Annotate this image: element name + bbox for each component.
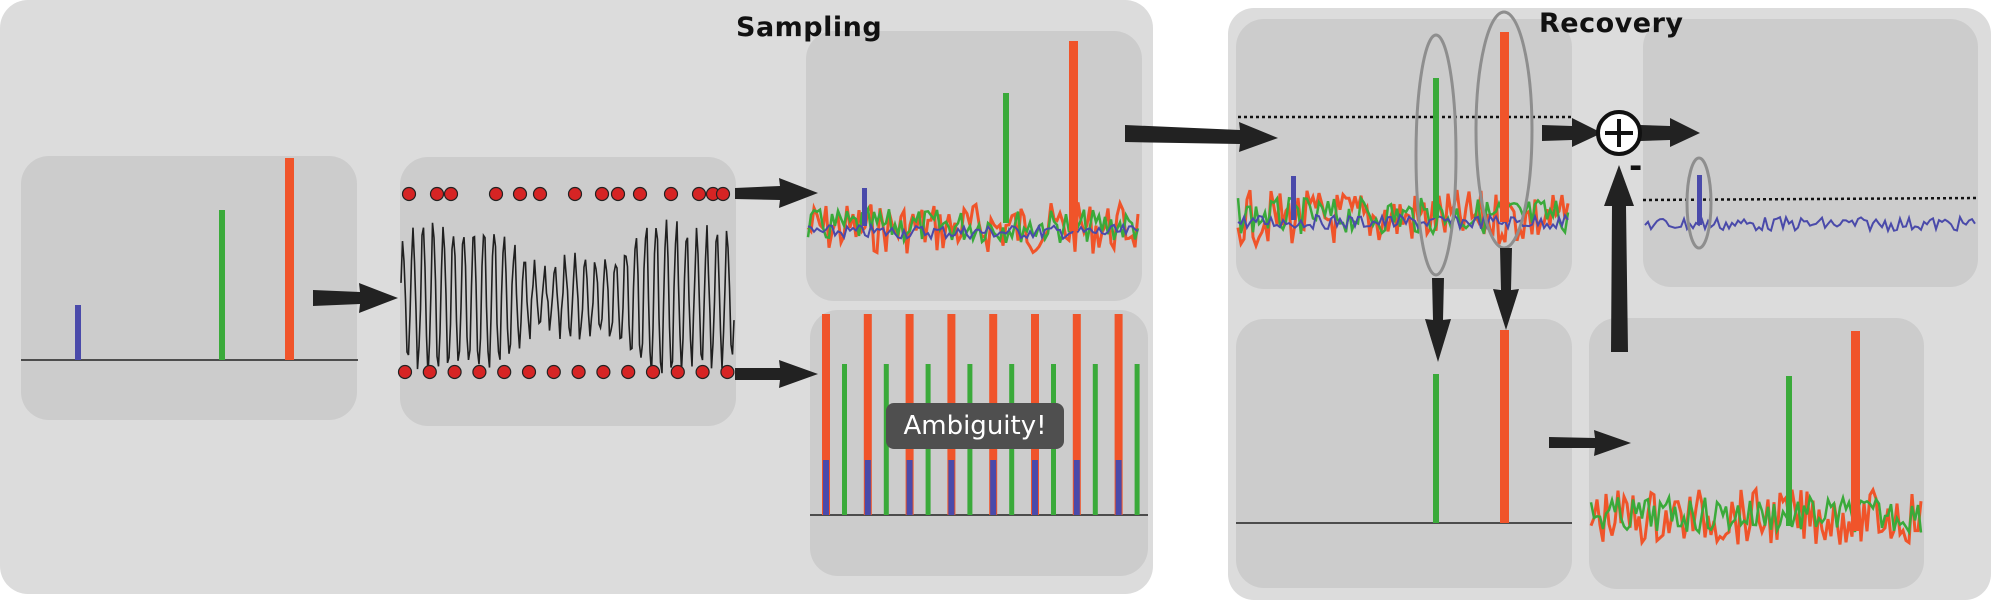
sample-point — [670, 364, 685, 380]
sample-point — [512, 186, 528, 202]
sample-point — [521, 364, 537, 380]
recovery-section-title: Recovery — [1539, 8, 1684, 39]
time-waveform — [400, 219, 735, 376]
flow-arrows — [313, 118, 1700, 456]
arrow-icon — [1549, 430, 1631, 456]
sample-point — [422, 364, 437, 380]
panel-original-spectrum — [21, 156, 357, 420]
sample-point — [594, 186, 610, 202]
sample-point — [429, 186, 445, 202]
peak-highlight-ellipse-blue — [1685, 156, 1713, 250]
sample-point — [663, 186, 679, 202]
green-peak — [219, 210, 225, 360]
sample-point — [397, 364, 413, 380]
aliased-peak — [1072, 314, 1081, 515]
blue-peak — [862, 188, 867, 226]
sample-point — [571, 364, 586, 380]
original-spectrum — [21, 158, 358, 361]
sample-point — [621, 364, 636, 380]
arrow-icon — [1640, 118, 1700, 147]
sample-point — [472, 364, 487, 380]
sample-point — [715, 186, 731, 202]
aliased-peak — [863, 314, 872, 515]
sample-point — [401, 186, 417, 202]
green-peak — [1433, 78, 1439, 218]
sample-point — [443, 186, 459, 202]
sample-point — [546, 364, 561, 380]
red-peak — [1851, 331, 1860, 531]
aliased-peak — [948, 460, 955, 515]
sample-point — [532, 186, 548, 202]
green-peak — [1786, 376, 1792, 526]
panel-residual-spectrum — [1643, 19, 1978, 287]
sampling-section-title: Sampling — [736, 12, 883, 43]
arrow-icon — [1604, 165, 1634, 352]
panel-threshold-spectrum — [1236, 19, 1572, 289]
noise-red — [1589, 485, 1923, 547]
sample-point — [695, 364, 710, 380]
time-signal-panel — [397, 186, 735, 380]
aliased-peak — [1032, 460, 1038, 515]
detected-peaks — [1236, 330, 1572, 524]
arrow-icon — [1542, 118, 1602, 147]
green-peak — [1433, 374, 1439, 523]
residual-spectrum — [1642, 156, 1979, 250]
sample-points-uniform — [397, 364, 735, 380]
arrow-icon — [313, 283, 398, 313]
sample-point — [567, 186, 583, 202]
aliased-peak — [906, 460, 913, 515]
noisy-spectrum — [806, 41, 1140, 255]
sample-point — [720, 364, 735, 380]
blue-peak — [1291, 176, 1296, 220]
peak-highlight-ellipse-green — [1414, 33, 1458, 277]
sample-point — [610, 186, 626, 202]
arrow-icon — [735, 178, 818, 208]
aliased-peak — [842, 364, 847, 515]
aliased-peak — [864, 460, 871, 515]
ambiguity-label: Ambiguity! — [886, 403, 1064, 449]
threshold-spectrum — [1236, 10, 1572, 277]
red-peak — [285, 158, 294, 360]
blue-peak — [1697, 175, 1702, 225]
noise-green — [1589, 492, 1923, 536]
noise-red — [1236, 189, 1570, 251]
sample-point — [497, 364, 512, 380]
aliased-peak — [1073, 460, 1080, 515]
aliased-peak — [1134, 364, 1140, 515]
sample-point — [645, 364, 661, 380]
panel-noisy-spectrum — [806, 31, 1142, 301]
panel-reconstructed-spectrum — [1589, 318, 1924, 589]
sample-point — [596, 364, 611, 380]
arrow-icon — [1493, 248, 1519, 330]
noise-blue — [1237, 212, 1569, 232]
arrow-icon — [735, 360, 818, 388]
red-peak — [1069, 41, 1078, 231]
aliased-peak — [1114, 314, 1123, 515]
aliased-peak — [823, 460, 829, 515]
arrow-icon — [1125, 122, 1278, 152]
panel-detected-peaks — [1236, 319, 1572, 588]
blue-peak — [75, 305, 81, 360]
arrow-icon — [1425, 278, 1451, 362]
circled-plus-icon — [1596, 110, 1642, 156]
noise-blue — [807, 222, 1139, 242]
aliased-peak — [990, 460, 997, 515]
sample-point — [632, 186, 648, 202]
sample-points-sparse — [401, 186, 731, 202]
red-peak — [1500, 330, 1509, 523]
red-peak — [1500, 32, 1509, 222]
sample-point — [447, 364, 462, 380]
aliased-peak — [822, 314, 830, 515]
reconstructed-spectrum — [1589, 331, 1923, 547]
aliased-peak — [1092, 364, 1098, 515]
sample-point — [488, 186, 504, 202]
aliased-peak — [1115, 460, 1122, 515]
sample-point — [691, 186, 707, 202]
green-peak — [1003, 93, 1009, 223]
combine-minus-sign: - — [1629, 147, 1643, 185]
